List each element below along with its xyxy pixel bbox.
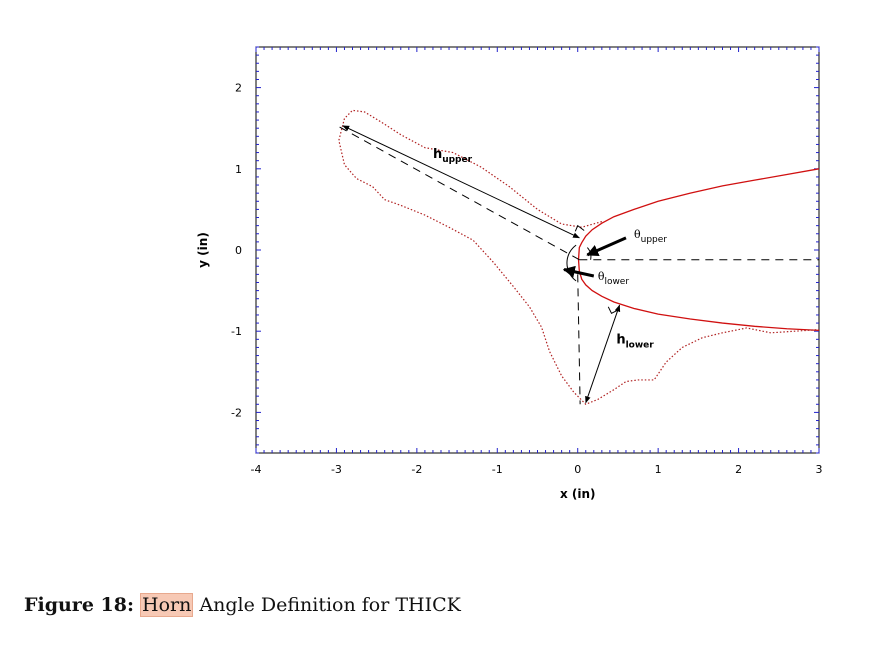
x-tick-label: 2 bbox=[735, 463, 742, 476]
caption-text: Angle Definition for THICK bbox=[193, 594, 461, 616]
annotation-label: hupper bbox=[433, 147, 473, 165]
theta-lower-arc bbox=[566, 244, 577, 282]
theta-lower-pointer bbox=[562, 265, 595, 278]
y-tick-label: 0 bbox=[235, 244, 242, 257]
y-tick-label: 1 bbox=[235, 163, 242, 176]
lower-horn-dashed-line bbox=[577, 274, 581, 405]
x-tick-label: 0 bbox=[574, 463, 581, 476]
right-angle-upper bbox=[574, 224, 585, 232]
annotation-label: hlower bbox=[616, 332, 654, 350]
h-lower-arrow bbox=[585, 304, 621, 404]
x-tick-label: 3 bbox=[816, 463, 823, 476]
x-tick-label: -4 bbox=[251, 463, 262, 476]
x-tick-label: 1 bbox=[655, 463, 662, 476]
y-tick-label: -2 bbox=[231, 406, 242, 419]
caption-label: Figure 18: bbox=[24, 594, 134, 616]
y-tick-label: -1 bbox=[231, 325, 242, 338]
right-angle-lower bbox=[607, 306, 619, 315]
figure-caption: Figure 18: Horn Angle Definition for THI… bbox=[24, 593, 461, 617]
h-upper-arrow bbox=[342, 125, 580, 239]
annotation-label: θupper bbox=[634, 228, 667, 245]
x-tick-label: -1 bbox=[492, 463, 503, 476]
x-tick-label: -2 bbox=[411, 463, 422, 476]
theta-upper-pointer bbox=[586, 236, 627, 257]
x-axis-title: x (in) bbox=[560, 487, 596, 501]
annotation-label: θlower bbox=[598, 270, 630, 287]
x-tick-label: -3 bbox=[331, 463, 342, 476]
y-axis-title: y (in) bbox=[196, 232, 210, 268]
caption-highlight: Horn bbox=[140, 593, 194, 617]
figure-plot: -4 -3 -2 -1 0 1 2 3 2 1 0 -1 -2 x (in) y (in) hupper hlo… bbox=[196, 46, 823, 501]
upper-horn-dashed-line bbox=[338, 126, 580, 261]
plot-frame bbox=[255, 46, 820, 454]
y-tick-label: 2 bbox=[235, 82, 242, 95]
airfoil-surface-line bbox=[577, 168, 820, 332]
